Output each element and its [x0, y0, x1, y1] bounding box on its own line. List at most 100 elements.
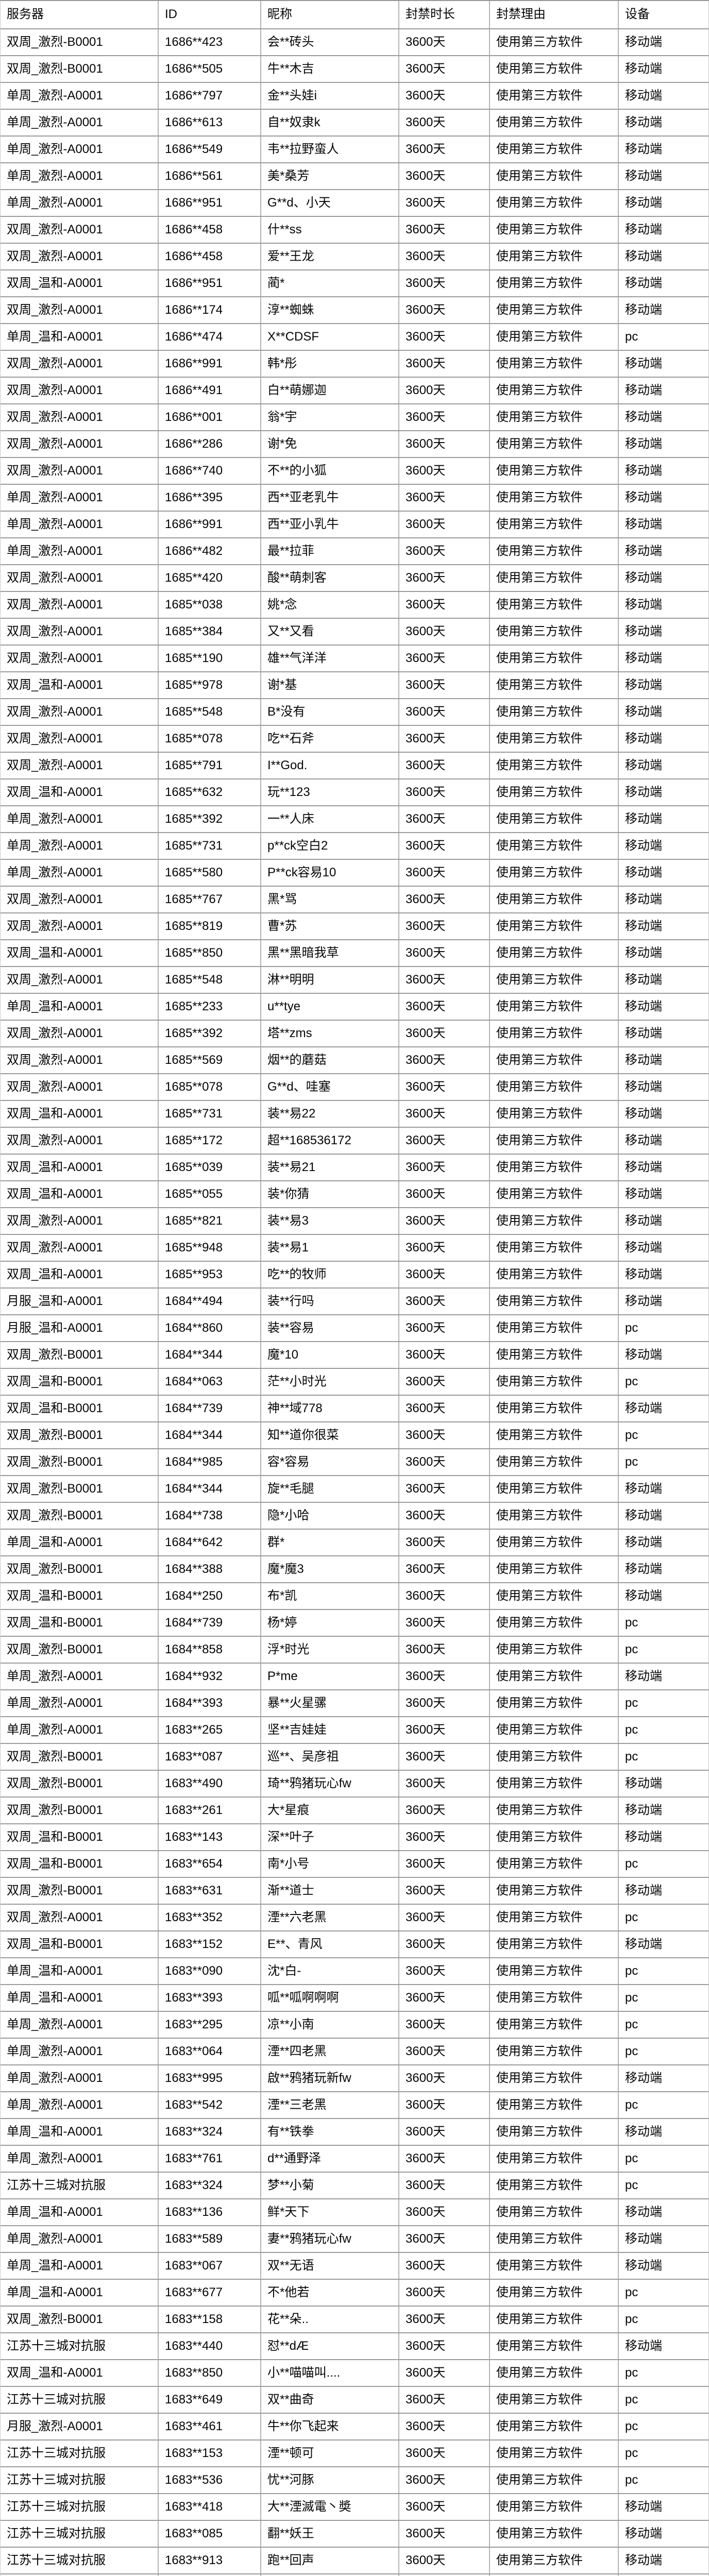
cell-server: 单周_激烈-A0001	[1, 190, 159, 216]
cell-device: 移动端	[625, 2258, 662, 2273]
cell-reason: 使用第三方软件	[490, 83, 619, 109]
cell-reason: 使用第三方软件	[490, 2199, 619, 2225]
cell-duration: 3600天	[399, 1449, 490, 1475]
table-row: 双周_温和-A0001 1685**978 谢*基 3600天 使用第三方软件 移动端	[1, 672, 708, 699]
cell-device: pc	[625, 2097, 638, 2112]
cell-duration: 3600天	[399, 2039, 490, 2064]
cell-id: 1683**461	[159, 2414, 261, 2439]
cell-server: 双周_温和-A0001	[1, 940, 159, 966]
table-row: 双周_温和-B0001 1684**739 杨*婷 3600天 使用第三方软件 pc	[1, 1610, 708, 1637]
cell-id: 1685**078	[159, 1074, 261, 1100]
cell-server: 单周_激烈-A0001	[1, 512, 159, 537]
cell-reason: 使用第三方软件	[490, 1396, 619, 1421]
table-row: 双周_激烈-A0001 1685**172 超**168536172 3600天 使用第…	[1, 1128, 708, 1155]
cell-nickname: 大**湮滅電丶奬	[261, 2494, 399, 2520]
cell-reason: 使用第三方软件	[490, 672, 619, 698]
cell-duration: 3600天	[399, 1530, 490, 1555]
cell-nickname: 美*桑芳	[261, 163, 399, 189]
cell-id: 1686**482	[159, 538, 261, 564]
cell-duration: 3600天	[399, 2012, 490, 2038]
cell-server: 单周_温和-A0001	[1, 2199, 159, 2225]
cell-device: pc	[625, 2446, 638, 2460]
cell-duration: 3600天	[399, 1422, 490, 1448]
cell-reason: 使用第三方软件	[490, 1530, 619, 1555]
cell-device: pc	[625, 2392, 638, 2406]
cell-reason: 使用第三方软件	[490, 2065, 619, 2091]
cell-nickname: 湮**顿可	[261, 2441, 399, 2466]
cell-server: 江苏十三城对抗服	[1, 2521, 159, 2547]
cell-device: 移动端	[625, 276, 662, 290]
cell-id: 1685**580	[159, 860, 261, 886]
cell-duration: 3600天	[399, 1798, 490, 1823]
cell-id: 1686**797	[159, 83, 261, 109]
cell-nickname: 浮*时光	[261, 1637, 399, 1663]
cell-server: 单周_激烈-A0001	[1, 860, 159, 886]
cell-server: 双周_激烈-A0001	[1, 1128, 159, 1154]
cell-duration: 3600天	[399, 1610, 490, 1636]
cell-reason: 使用第三方软件	[490, 1958, 619, 1984]
table-row: 双周_激烈-B0001 1684**738 隐*小哈 3600天 使用第三方软件 移动端	[1, 1503, 708, 1530]
cell-device: 移动端	[625, 2124, 662, 2139]
cell-id: 1684**739	[159, 1610, 261, 1636]
table-row: 双周_激烈-A0001 1686**991 韩*彤 3600天 使用第三方软件 移动端	[1, 351, 708, 378]
cell-server: 双周_激烈-B0001	[1, 1422, 159, 1448]
table-row: 单周_激烈-A0001 1683**265 坚**吉娃娃 3600天 使用第三方软件 pc	[1, 1717, 708, 1744]
cell-device: 移动端	[625, 2231, 662, 2246]
cell-duration: 3600天	[399, 1878, 490, 1904]
cell-reason: 使用第三方软件	[490, 351, 619, 377]
table-row: 双周_激烈-B0001 1683**158 花**朵.. 3600天 使用第三方软件 pc	[1, 2307, 708, 2333]
cell-id: 1685**948	[159, 1235, 261, 1261]
cell-reason: 使用第三方软件	[490, 2226, 619, 2252]
cell-server: 双周_激烈-A0001	[1, 619, 159, 645]
cell-device: pc	[625, 1696, 638, 1710]
cell-server: 双周_激烈-A0001	[1, 431, 159, 457]
cell-duration: 3600天	[399, 2226, 490, 2252]
cell-server: 双周_激烈-B0001	[1, 1556, 159, 1582]
cell-nickname: 装**易1	[261, 1235, 399, 1261]
cell-server: 双周_激烈-A0001	[1, 1235, 159, 1261]
cell-device: pc	[625, 2365, 638, 2380]
cell-nickname: G**d、哇塞	[261, 1074, 399, 1100]
cell-reason: 使用第三方软件	[490, 1717, 619, 1743]
cell-server: 双周_温和-A0001	[1, 1181, 159, 1207]
cell-id: 1684**932	[159, 1664, 261, 1689]
cell-server: 双周_激烈-B0001	[1, 56, 159, 82]
cell-duration: 3600天	[399, 646, 490, 671]
cell-reason: 使用第三方软件	[490, 2387, 619, 2413]
cell-duration: 3600天	[399, 485, 490, 511]
cell-nickname: 吃**石斧	[261, 726, 399, 752]
cell-nickname: 金**头娃i	[261, 83, 399, 109]
cell-reason: 使用第三方软件	[490, 1798, 619, 1823]
cell-nickname: 鲜*天下	[261, 2199, 399, 2225]
cell-server: 双周_激烈-A0001	[1, 646, 159, 671]
cell-nickname: 魔*魔3	[261, 1556, 399, 1582]
cell-nickname: 西**亚小乳牛	[261, 512, 399, 537]
table-row: 双周_激烈-A0001 1685**384 又**又看 3600天 使用第三方软件 移动端	[1, 619, 708, 646]
cell-duration: 3600天	[399, 1958, 490, 1984]
cell-server: 单周_激烈-A0001	[1, 806, 159, 832]
cell-reason: 使用第三方软件	[490, 1503, 619, 1529]
cell-id: 1683**324	[159, 2119, 261, 2145]
cell-server: 双周_激烈-B0001	[1, 1771, 159, 1797]
table-row: 双周_激烈-A0001 1685**548 B*没有 3600天 使用第三方软件 移动端	[1, 699, 708, 726]
cell-duration: 3600天	[399, 967, 490, 993]
cell-reason: 使用第三方软件	[490, 726, 619, 752]
table-body: 双周_激烈-B0001 1686**423 会**砖头 3600天 使用第三方软件 移动端…	[1, 29, 708, 2576]
cell-reason: 使用第三方软件	[490, 2146, 619, 2172]
cell-id: 1685**767	[159, 887, 261, 912]
cell-duration: 3600天	[399, 431, 490, 457]
cell-id: 1683**995	[159, 2065, 261, 2091]
cell-nickname: 装**容易	[261, 1315, 399, 1341]
cell-server: 单周_激烈-A0001	[1, 485, 159, 511]
cell-device: 移动端	[625, 838, 662, 853]
cell-duration: 3600天	[399, 1315, 490, 1341]
cell-reason: 使用第三方软件	[490, 833, 619, 859]
cell-duration: 3600天	[399, 1128, 490, 1154]
cell-device: 移动端	[625, 1347, 662, 1362]
table-row: 江苏十三城对抗服 1683**418 大**湮滅電丶奬 3600天 使用第三方软件 移动端	[1, 2494, 708, 2521]
cell-server: 单周_激烈-A0001	[1, 2226, 159, 2252]
cell-device: 移动端	[625, 517, 662, 531]
cell-id: 1683**136	[159, 2199, 261, 2225]
cell-id: 1686**458	[159, 244, 261, 269]
cell-duration: 3600天	[399, 56, 490, 82]
